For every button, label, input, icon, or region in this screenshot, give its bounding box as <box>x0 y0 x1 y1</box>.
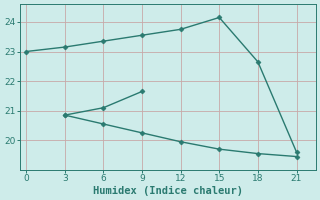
X-axis label: Humidex (Indice chaleur): Humidex (Indice chaleur) <box>93 186 243 196</box>
